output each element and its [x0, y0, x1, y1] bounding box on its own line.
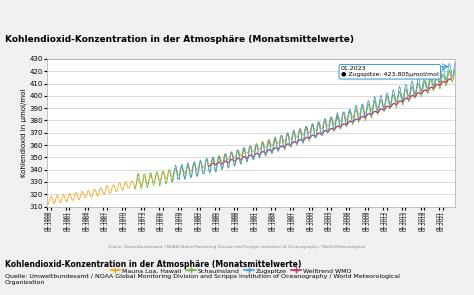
Legend: Mauna Loa, Hawaii, Schauinsland, Zugspitze, Welltrend WMO: Mauna Loa, Hawaii, Schauinsland, Zugspit… — [108, 266, 354, 276]
Y-axis label: Kohlendioxid in µmol/mol: Kohlendioxid in µmol/mol — [21, 88, 27, 177]
Text: Kohlendioxid-Konzentration in der Atmosphäre (Monatsmittelwerte): Kohlendioxid-Konzentration in der Atmosp… — [5, 35, 354, 45]
Text: Quelle: Umweltbundesamt / NOAA Global Monitoring Division and Scripps Institutio: Quelle: Umweltbundesamt / NOAA Global Mo… — [109, 245, 365, 249]
Text: Kohlendioxid-Konzentration in der Atmosphäre (Monatsmittelwerte): Kohlendioxid-Konzentration in der Atmosp… — [5, 260, 301, 269]
Text: 01.2023
● Zugspitze: 423.805µmol/mol: 01.2023 ● Zugspitze: 423.805µmol/mol — [341, 66, 438, 77]
Text: Quelle: Umweltbundesamt / NOAA Global Monitoring Division and Scripps Institutio: Quelle: Umweltbundesamt / NOAA Global Mo… — [5, 274, 400, 285]
